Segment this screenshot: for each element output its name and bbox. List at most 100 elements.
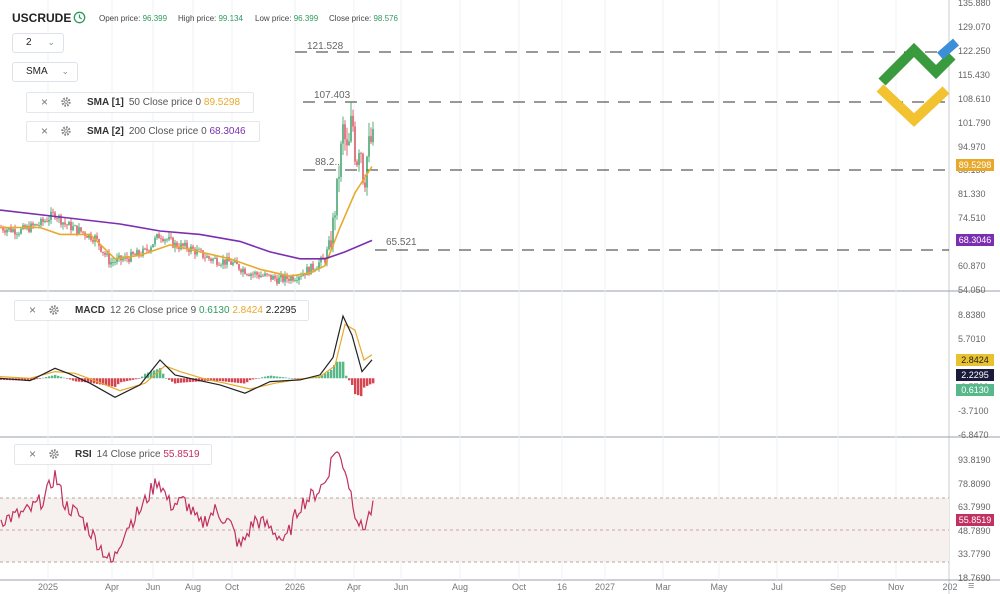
macd-hist-bar bbox=[270, 375, 273, 379]
gear-icon[interactable] bbox=[48, 448, 60, 460]
macd-hist-bar bbox=[102, 378, 105, 385]
time-tick-label: Aug bbox=[451, 582, 469, 592]
macd-signal-badge: 2.8424 bbox=[956, 354, 994, 366]
macd-hist-bar bbox=[153, 370, 156, 379]
timeframe-value: 2 bbox=[26, 37, 32, 48]
candle-body bbox=[206, 256, 208, 258]
macd-hist-bar bbox=[234, 378, 237, 383]
gear-icon[interactable] bbox=[48, 304, 60, 316]
macd-hist-bar bbox=[165, 378, 168, 379]
macd-hist-bar bbox=[126, 378, 129, 382]
time-tick-label: May bbox=[710, 582, 728, 592]
macd-tick-label: -3.7100 bbox=[958, 406, 989, 416]
sma2-params: 200 Close price 0 bbox=[128, 126, 207, 137]
candle-body bbox=[262, 275, 264, 277]
candle-body bbox=[350, 115, 352, 142]
sma2-line bbox=[0, 209, 373, 260]
macd-hist-bar bbox=[69, 378, 72, 380]
close-icon[interactable]: × bbox=[29, 447, 37, 461]
candle-body bbox=[16, 234, 18, 235]
macd-hist-bar bbox=[252, 378, 255, 380]
rsi-line bbox=[0, 451, 374, 563]
rsi-tick-label: 93.8190 bbox=[958, 455, 991, 465]
candlestick-series bbox=[0, 102, 374, 286]
clock-icon[interactable] bbox=[73, 11, 86, 24]
legend-rsi: × RSI 14 Close price 55.8519 bbox=[14, 444, 212, 465]
macd-hist-bar bbox=[201, 378, 204, 382]
gear-icon[interactable] bbox=[60, 125, 72, 137]
macd-hist-bar bbox=[279, 376, 282, 379]
macd-hist-bar bbox=[135, 378, 138, 380]
candle-body bbox=[318, 262, 320, 269]
candle-body bbox=[112, 262, 114, 263]
macd-hist-bar bbox=[57, 375, 60, 379]
macd-signal-value: 2.8424 bbox=[232, 305, 263, 316]
candle-body bbox=[256, 272, 258, 275]
candle-body bbox=[118, 255, 120, 258]
candle-body bbox=[336, 178, 338, 216]
candle-body bbox=[216, 258, 218, 265]
candle-body bbox=[12, 229, 14, 232]
settings-icon[interactable]: ≡ bbox=[968, 580, 975, 592]
candle-body bbox=[204, 257, 206, 259]
time-tick-label: 2027 bbox=[594, 582, 616, 592]
time-tick-label: 202 bbox=[942, 582, 958, 592]
macd-hist-bar bbox=[324, 373, 327, 379]
candle-body bbox=[166, 239, 168, 241]
candle-body bbox=[142, 248, 144, 256]
candle-body bbox=[352, 115, 354, 127]
macd-hist-bar bbox=[249, 378, 252, 381]
macd-hist-bar bbox=[213, 378, 216, 381]
rsi-name: RSI bbox=[75, 449, 92, 460]
macd-hist-bar bbox=[129, 378, 132, 381]
rsi-tick-label: 33.7790 bbox=[958, 549, 991, 560]
candle-body bbox=[366, 156, 368, 188]
candle-body bbox=[136, 250, 138, 256]
gear-icon[interactable] bbox=[60, 96, 72, 108]
candle-body bbox=[8, 227, 10, 230]
macd-hist-bar bbox=[336, 361, 339, 379]
candle-body bbox=[270, 274, 272, 280]
macd-hist-bar bbox=[117, 378, 120, 385]
rsi-tick-label: 63.7990 bbox=[958, 502, 991, 513]
candle-body bbox=[28, 225, 30, 232]
candle-body bbox=[104, 252, 106, 255]
macd-line bbox=[0, 314, 373, 398]
price-tick-label: 60.870 bbox=[958, 261, 986, 272]
candle-body bbox=[76, 225, 78, 234]
close-icon[interactable]: × bbox=[29, 303, 37, 317]
macd-hist-bar bbox=[372, 378, 375, 384]
candle-body bbox=[34, 224, 36, 226]
time-tick-label: Apr bbox=[346, 582, 362, 592]
time-tick-label: Oct bbox=[511, 582, 527, 592]
close-icon[interactable]: × bbox=[41, 124, 49, 138]
candle-body bbox=[4, 230, 6, 233]
candle-body bbox=[154, 237, 156, 245]
macd-hist-bar bbox=[60, 376, 63, 379]
candle-body bbox=[210, 258, 212, 261]
symbol-title[interactable]: USCRUDE bbox=[12, 11, 72, 25]
candle-body bbox=[106, 253, 108, 255]
macd-hist-bar bbox=[354, 378, 357, 395]
candle-body bbox=[312, 263, 314, 270]
candle-body bbox=[74, 225, 76, 227]
candle-body bbox=[66, 224, 68, 226]
candle-body bbox=[272, 275, 274, 280]
candle-body bbox=[330, 240, 332, 247]
close-icon[interactable]: × bbox=[41, 95, 49, 109]
candle-body bbox=[72, 226, 74, 231]
time-tick-label: Jun bbox=[145, 582, 161, 592]
macd-hist-bar bbox=[225, 378, 228, 382]
indicator-select[interactable]: SMA ⌄ bbox=[12, 62, 78, 82]
candle-body bbox=[280, 274, 282, 278]
candle-body bbox=[56, 218, 58, 219]
rsi-value: 55.8519 bbox=[163, 449, 200, 460]
candle-body bbox=[254, 272, 256, 274]
candle-body bbox=[240, 269, 242, 273]
timeframe-select[interactable]: 2 ⌄ bbox=[12, 33, 64, 53]
logo-yellow-stroke bbox=[876, 84, 950, 127]
macd-hist-bar bbox=[48, 376, 51, 379]
candle-body bbox=[248, 274, 250, 277]
macd-hist-bar bbox=[24, 378, 27, 381]
